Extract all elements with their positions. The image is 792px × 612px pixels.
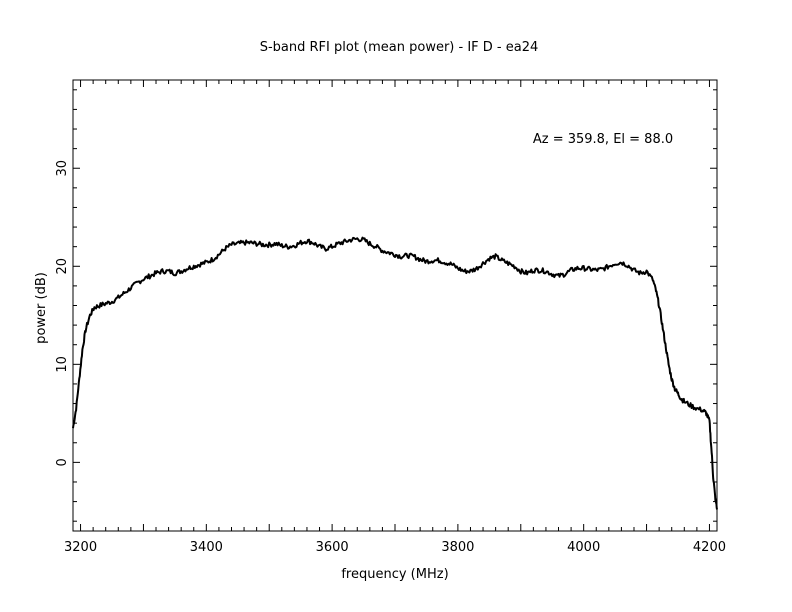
x-tick-label: 3400: [190, 540, 223, 555]
x-axis-tick-labels: 3200 3400 3600 3800 4000 4200: [64, 540, 726, 555]
x-tick-label: 4000: [567, 540, 600, 555]
y-tick-label: 20: [55, 258, 70, 275]
chart-title: S-band RFI plot (mean power) - IF D - ea…: [260, 40, 539, 55]
x-tick-label: 3200: [64, 540, 97, 555]
plot-frame: [72, 79, 718, 532]
y-tick-label: 30: [55, 160, 70, 177]
y-axis-tick-labels: 0 10 20 30: [55, 160, 70, 467]
x-tick-label: 4200: [693, 540, 726, 555]
y-tick-label: 10: [55, 356, 70, 373]
x-axis-label: frequency (MHz): [341, 567, 448, 582]
plot-border: [72, 79, 718, 532]
y-tick-label: 0: [55, 458, 70, 466]
pointing-annotation: Az = 359.8, El = 88.0: [533, 132, 673, 147]
power-series-line: [72, 236, 718, 510]
x-tick-label: 3800: [441, 540, 474, 555]
x-axis-ticks: [80, 80, 710, 531]
x-tick-label: 3600: [316, 540, 349, 555]
y-axis-ticks: [73, 89, 717, 522]
y-axis-label: power (dB): [34, 272, 49, 344]
